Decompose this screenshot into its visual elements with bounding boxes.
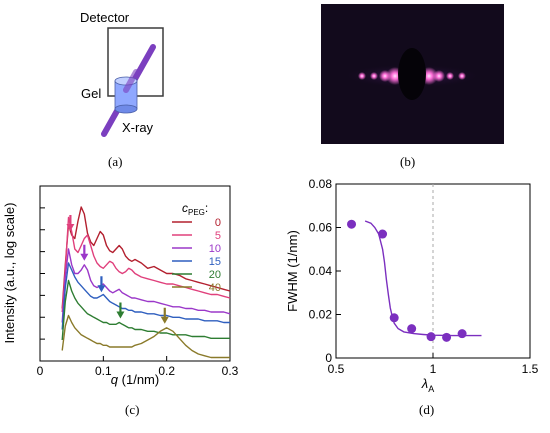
x-tick-label: 0.1 (95, 364, 112, 378)
panel-b-pattern: (b) (321, 4, 504, 169)
chart-c-x-label: q (1/nm) (111, 372, 159, 387)
x-tick-label: 0.2 (158, 364, 175, 378)
legend-label: 10 (209, 243, 221, 255)
diffraction-spot (370, 72, 378, 80)
gel-cylinder (114, 76, 138, 114)
legend-label: 5 (215, 230, 221, 242)
chart-d-y-label: FWHM (1/nm) (285, 230, 300, 312)
panel-d-label: (d) (419, 402, 434, 417)
chart-d-x-ticks: 0.5 1 1.5 (328, 353, 539, 376)
chart-d-points (347, 219, 467, 342)
series-line-40 (61, 314, 230, 359)
chart-c-x-ticks: 0 0.1 0.2 0.3 (37, 356, 239, 378)
chart-d-fit-curve (364, 220, 482, 337)
peak-arrow-head (116, 311, 125, 319)
y-tick-label: 0.06 (309, 221, 333, 235)
panel-d-chart: 0 0.02 0.04 0.06 0.08 0.5 1 1.5 λA FWHM (1/nm)… (285, 177, 539, 417)
legend-title: cPEG: (182, 201, 208, 217)
gel-label: Gel (81, 86, 101, 101)
fit-curve (364, 220, 482, 337)
diffraction-spot (433, 70, 445, 82)
data-point (442, 332, 452, 342)
peak-arrow-head (66, 224, 75, 231)
series-line-10 (61, 248, 231, 323)
x-tick-label: 0.3 (222, 364, 239, 378)
chart-d-x-label: λA (421, 376, 434, 394)
legend-label: 40 (209, 282, 221, 294)
chart-c-y-label: Intensity (a.u., log scale) (2, 203, 17, 344)
x-tick-label: 1 (430, 362, 437, 376)
y-tick-label: 0.04 (309, 264, 333, 278)
peak-arrow-head (80, 253, 89, 261)
data-point (347, 219, 357, 229)
diffraction-spot (358, 72, 366, 80)
series-line-15 (61, 262, 230, 330)
legend-label: 15 (209, 256, 221, 268)
series-line-0 (61, 206, 231, 309)
legend-label: 20 (209, 269, 221, 281)
panel-c-label: (c) (125, 402, 139, 417)
peak-arrow-head (160, 316, 169, 324)
y-tick-label: 0.02 (309, 308, 333, 322)
chart-c-series (61, 206, 231, 359)
data-point (378, 229, 388, 239)
detector-label: Detector (80, 10, 130, 25)
chart-d-y-ticks: 0 0.02 0.04 0.06 0.08 (309, 177, 341, 365)
series-line-5 (61, 216, 231, 313)
x-tick-label: 0.5 (328, 362, 345, 376)
panel-a-label: (a) (108, 154, 122, 169)
peak-arrow-head (97, 285, 106, 293)
legend-label: 0 (215, 217, 221, 229)
diffraction-spot (458, 72, 466, 80)
x-tick-label: 1.5 (522, 362, 539, 376)
chart-c-peak-arrows (66, 215, 169, 324)
y-tick-label: 0.08 (309, 177, 333, 191)
beam-through-gel (123, 69, 139, 93)
x-tick-label: 0 (37, 364, 44, 378)
y-tick-label: 0 (325, 351, 332, 365)
diffraction-spot (446, 72, 454, 80)
beamstop (398, 48, 426, 100)
data-point (457, 329, 467, 339)
data-point (389, 313, 399, 323)
chart-c-y-ticks (40, 207, 45, 340)
xray-label: X-ray (122, 120, 154, 135)
data-point (426, 332, 436, 342)
panel-b-label: (b) (400, 154, 415, 169)
series-line-20 (61, 279, 230, 341)
data-point (407, 324, 417, 334)
panel-a-schematic: Detector Gel X-ray (a) (80, 10, 164, 169)
